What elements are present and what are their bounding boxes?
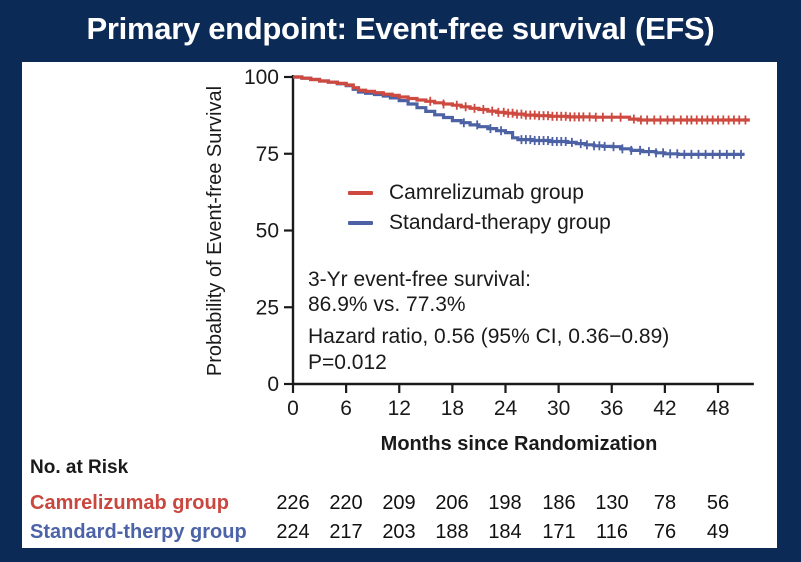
x-tick-label: 24 (494, 397, 518, 420)
legend: Camrelizumab group Standard-therapy grou… (348, 178, 611, 238)
x-tick-label: 6 (340, 397, 352, 420)
legend-row-camrelizumab: Camrelizumab group (348, 178, 611, 208)
annotation-hazard-ratio: Hazard ratio, 0.56 (95% CI, 0.36−0.89) (308, 325, 670, 348)
x-tick-label: 18 (441, 397, 464, 420)
x-axis-title: Months since Randomization (381, 433, 658, 455)
y-tick-label: 50 (256, 220, 279, 243)
legend-line-blue-icon (348, 221, 373, 225)
annotation-efs-values: 86.9% vs. 77.3% (308, 293, 466, 316)
annotation-p-value: P=0.012 (308, 351, 387, 374)
y-tick-label: 0 (267, 373, 279, 396)
legend-line-red-icon (348, 191, 373, 195)
y-tick-label: 100 (244, 66, 279, 89)
x-tick-label: 36 (600, 397, 623, 420)
axes: 100 75 50 25 00 6 12 18 24 30 36 42 48 (244, 66, 754, 420)
slide-title: Primary endpoint: Event-free survival (E… (86, 11, 715, 46)
km-survival-chart: 100 75 50 25 00 6 12 18 24 30 36 42 48 Probability o… (204, 66, 754, 455)
km-curve-camrelizumab (293, 75, 750, 122)
legend-label-camrelizumab: Camrelizumab group (389, 181, 584, 204)
legend-row-standard-therapy: Standard-therapy group (348, 208, 611, 238)
legend-label-standard-therapy: Standard-therapy group (389, 211, 611, 234)
y-axis-title: Probability of Event-free Survival (204, 86, 226, 376)
x-tick-label: 12 (388, 397, 411, 420)
x-tick-label: 30 (547, 397, 570, 420)
y-tick-label: 75 (256, 143, 279, 166)
chart-panel: 100 75 50 25 0 0 6 12 18 24 30 36 42 48 Probability o… (22, 62, 777, 548)
x-tick-label: 42 (653, 397, 676, 420)
x-tick-label: 48 (706, 397, 729, 420)
x-tick-label: 0 (287, 397, 299, 420)
annotation-3yr-efs: 3-Yr event-free survival: (308, 268, 531, 291)
y-tick-label: 25 (256, 296, 279, 319)
survival-curves (293, 75, 750, 159)
